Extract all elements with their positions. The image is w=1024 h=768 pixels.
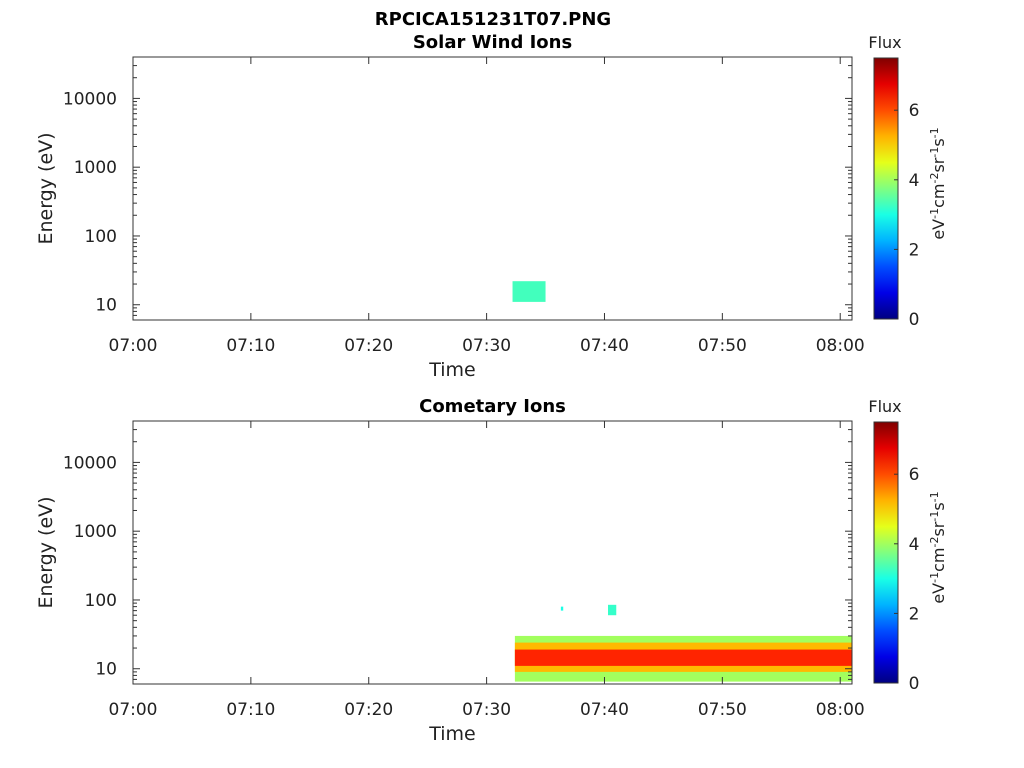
colorbar: [873, 57, 899, 320]
colorbar-tick-label: 2: [909, 604, 920, 624]
x-tick-label: 07:00: [109, 700, 158, 720]
colorbar-tick-label: 6: [909, 465, 920, 485]
x-tick-label: 07:50: [698, 700, 747, 720]
heatmap-data: [514, 604, 852, 682]
colorbar-unit-label: eV-1cm-2sr-1s-1: [928, 491, 949, 603]
colorbar-title: Flux: [868, 33, 901, 52]
y-tick-label: 10000: [63, 89, 117, 109]
y-tick-label: 1000: [74, 522, 117, 542]
y-tick-label: 10: [95, 296, 117, 316]
y-axis-label: Energy (eV): [35, 132, 57, 244]
x-axis-label: Time: [428, 359, 476, 381]
colorbar-tick-label: 0: [909, 674, 920, 694]
y-tick-label: 1000: [74, 158, 117, 178]
figure-title: RPCICA151231T07.PNG: [375, 9, 611, 30]
y-tick-label: 100: [85, 227, 117, 247]
colorbar: [873, 421, 899, 684]
x-tick-label: 07:50: [698, 336, 747, 356]
x-tick-label: 07:40: [580, 336, 629, 356]
y-axis-label: Energy (eV): [35, 496, 57, 608]
panel-1: Cometary Ions 07:00 07:10 07:20 07:30 07:40 07…: [35, 396, 948, 745]
heatmap-cell: [560, 606, 564, 611]
y-tick-label: 10: [95, 660, 117, 680]
x-tick-label: 07:30: [462, 700, 511, 720]
colorbar-tick-label: 2: [909, 240, 920, 260]
x-tick-label: 07:40: [580, 700, 629, 720]
heatmap-cell: [512, 281, 546, 302]
colorbar-title: Flux: [868, 397, 901, 416]
panel-0: Solar Wind Ions 07:00 07:10 07:20 07:30 07:40…: [35, 32, 948, 381]
x-tick-label: 08:00: [816, 700, 865, 720]
x-tick-label: 07:00: [109, 336, 158, 356]
x-axis-label: Time: [428, 723, 476, 745]
colorbar-tick-label: 4: [909, 171, 920, 191]
x-tick-label: 08:00: [816, 336, 865, 356]
plot-frame: [132, 420, 853, 685]
plot-frame: [132, 56, 853, 321]
heatmap-data: [512, 281, 546, 302]
colorbar-unit-label: eV-1cm-2sr-1s-1: [928, 127, 949, 239]
panel-title: Cometary Ions: [419, 396, 566, 417]
x-tick-label: 07:20: [344, 700, 393, 720]
colorbar-tick-label: 4: [909, 535, 920, 555]
x-tick-label: 07:10: [226, 336, 275, 356]
heatmap-cell: [514, 649, 852, 666]
colorbar-tick-label: 0: [909, 310, 920, 330]
y-tick-label: 10000: [63, 453, 117, 473]
colorbar-tick-label: 6: [909, 101, 920, 121]
x-tick-label: 07:30: [462, 336, 511, 356]
y-tick-label: 100: [85, 591, 117, 611]
panel-title: Solar Wind Ions: [413, 32, 572, 53]
x-tick-label: 07:20: [344, 336, 393, 356]
heatmap-cell: [608, 604, 617, 616]
x-tick-label: 07:10: [226, 700, 275, 720]
